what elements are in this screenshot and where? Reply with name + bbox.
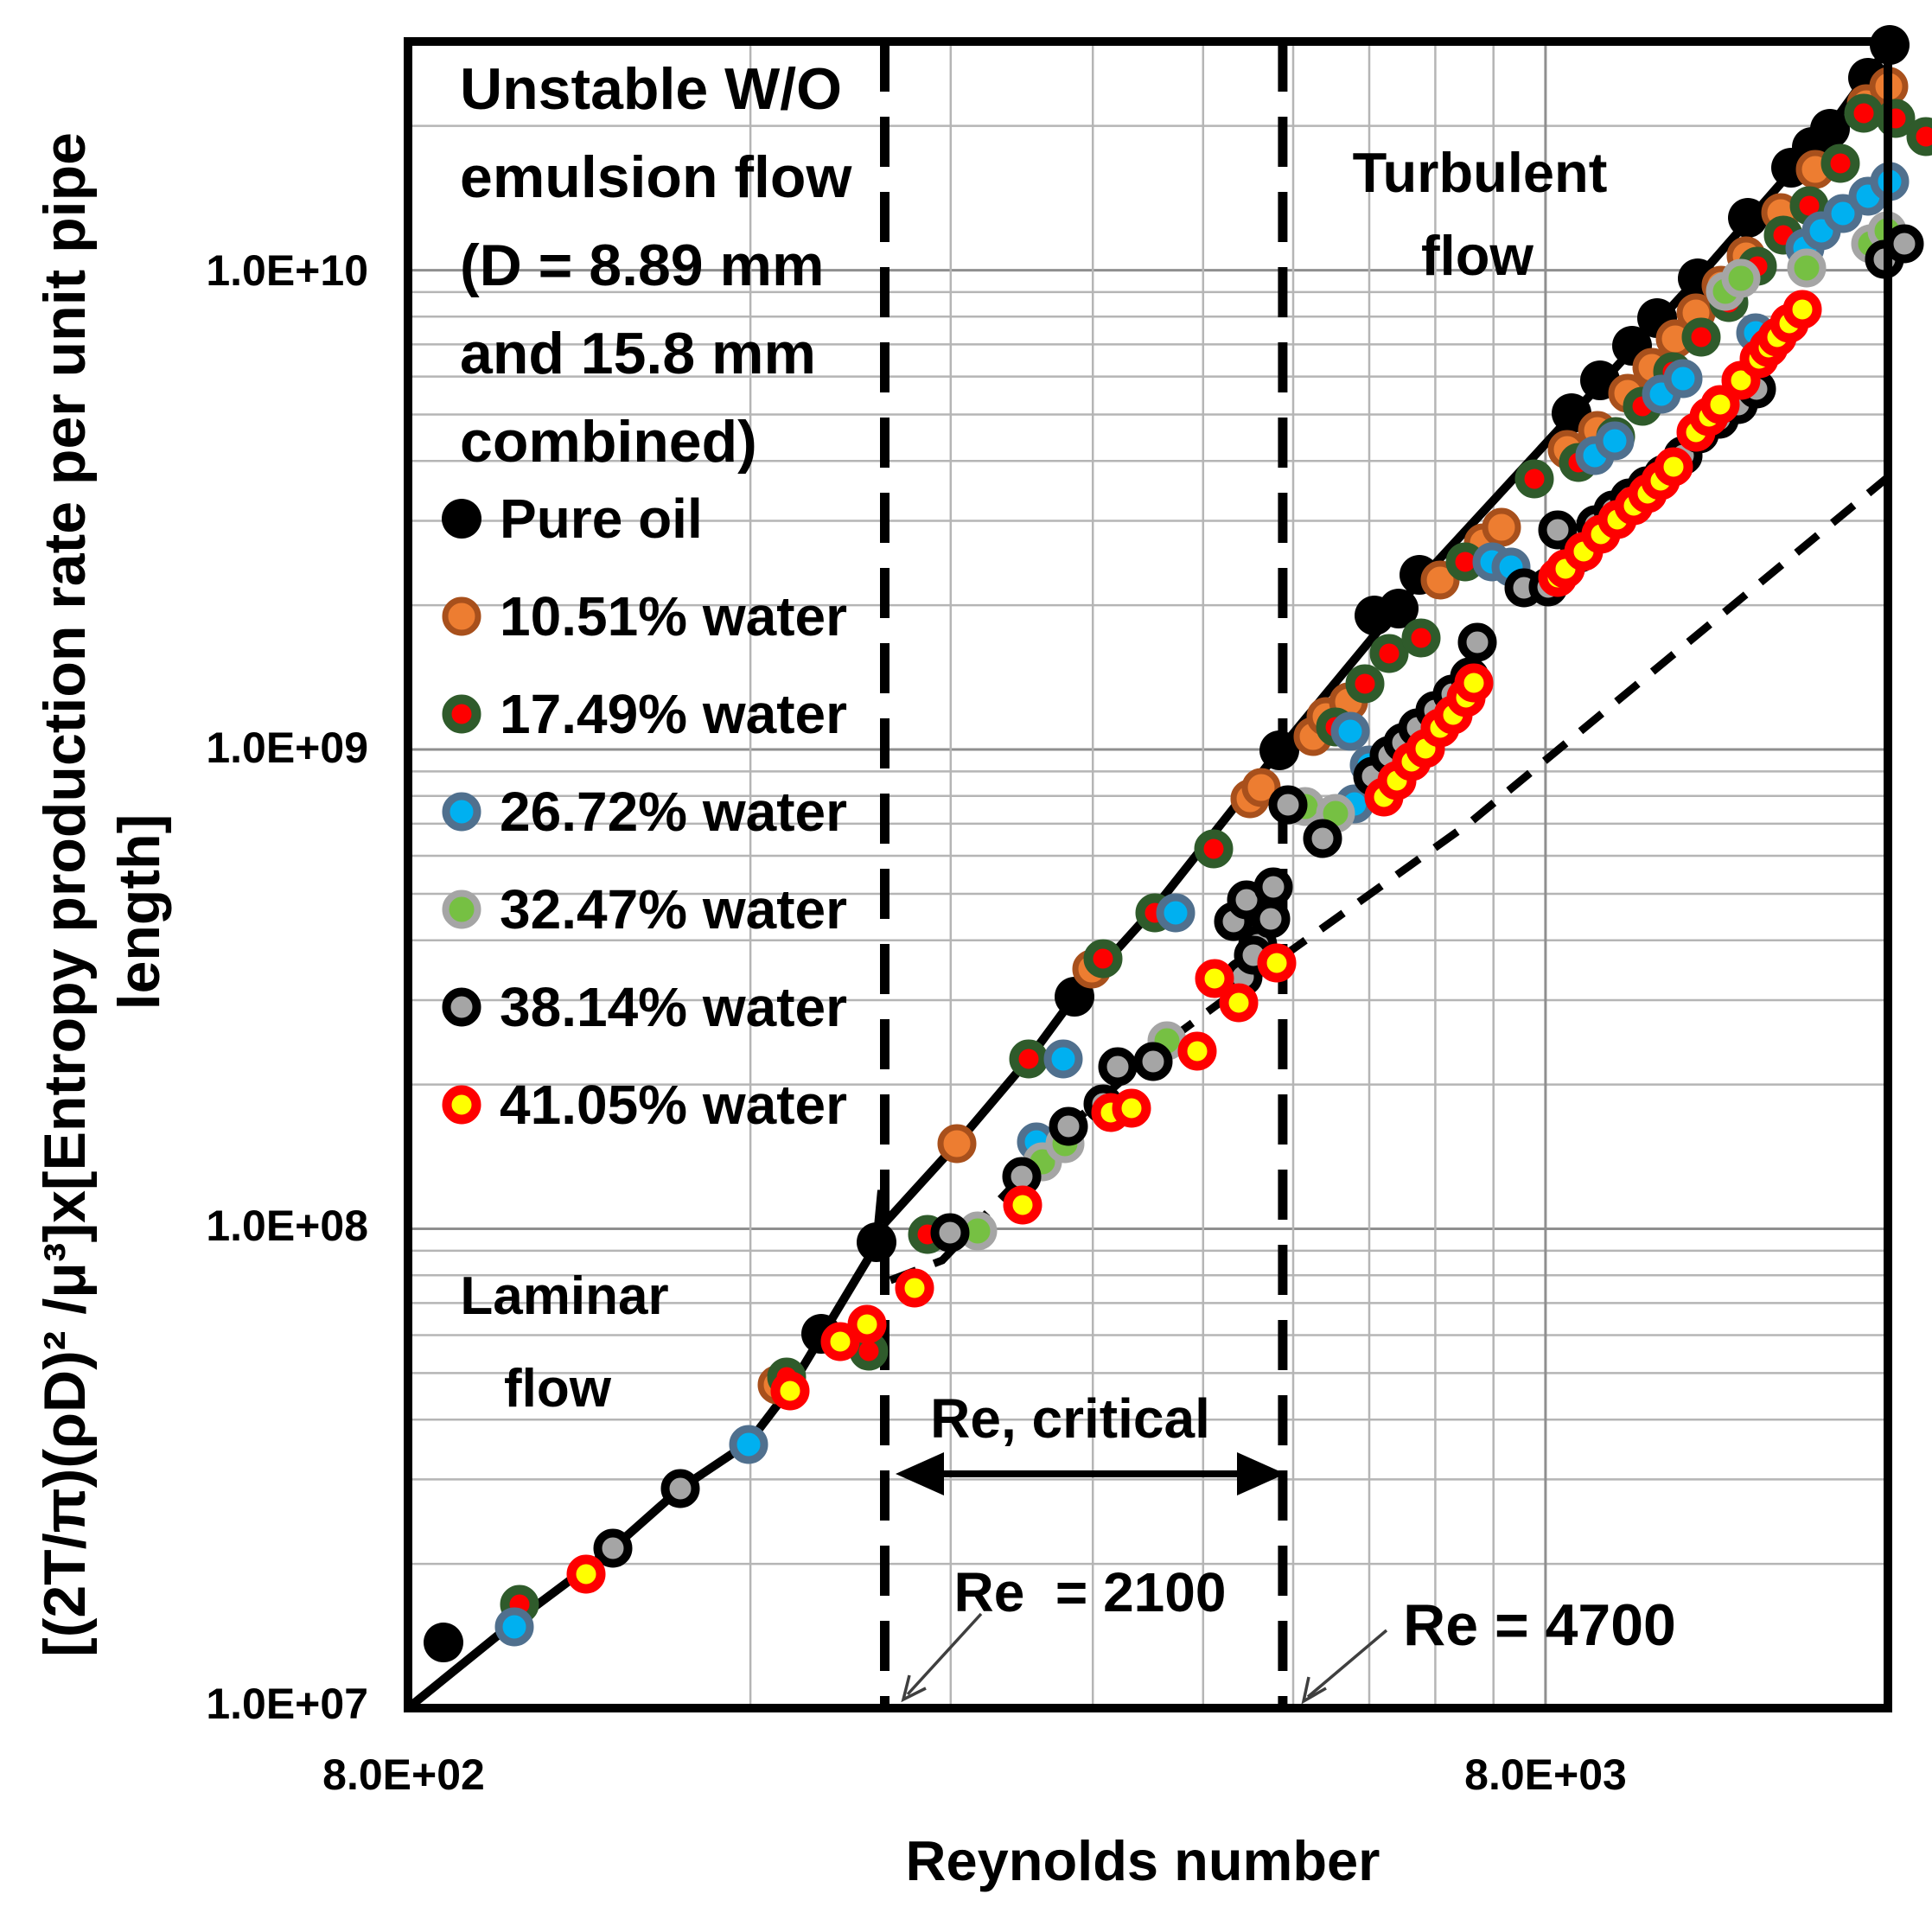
svg-text:(D = 8.89 mm: (D = 8.89 mm bbox=[460, 233, 824, 298]
svg-text:combined): combined) bbox=[460, 409, 757, 475]
svg-text:41.05% water: 41.05% water bbox=[500, 1074, 847, 1136]
svg-text:1.0E+09: 1.0E+09 bbox=[206, 724, 368, 772]
svg-text:flow: flow bbox=[504, 1359, 612, 1419]
svg-text:1.0E+10: 1.0E+10 bbox=[206, 246, 368, 295]
svg-text:Laminar: Laminar bbox=[460, 1266, 668, 1326]
svg-text:Unstable W/O: Unstable W/O bbox=[460, 56, 842, 122]
svg-text:[(2T/π)(ρD)² /μ³]x[Entropy pro: [(2T/π)(ρD)² /μ³]x[Entropy production ra… bbox=[32, 132, 98, 1657]
svg-text:Re = 2100: Re = 2100 bbox=[954, 1561, 1227, 1623]
svg-text:Pure oil: Pure oil bbox=[500, 488, 703, 550]
svg-text:1.0E+08: 1.0E+08 bbox=[206, 1202, 368, 1250]
svg-text:Turbulent: Turbulent bbox=[1353, 141, 1608, 204]
svg-text:flow: flow bbox=[1421, 224, 1533, 287]
svg-text:length]: length] bbox=[106, 814, 172, 1011]
svg-text:emulsion flow: emulsion flow bbox=[460, 144, 852, 210]
svg-text:Reynolds number: Reynolds number bbox=[906, 1829, 1380, 1892]
svg-text:and 15.8 mm: and 15.8 mm bbox=[460, 321, 816, 386]
svg-text:Re, critical: Re, critical bbox=[930, 1387, 1210, 1450]
svg-text:32.47% water: 32.47% water bbox=[500, 878, 847, 941]
svg-text:17.49% water: 17.49% water bbox=[500, 683, 847, 745]
svg-text:8.0E+03: 8.0E+03 bbox=[1464, 1750, 1627, 1799]
svg-text:Re = 4700: Re = 4700 bbox=[1403, 1592, 1676, 1658]
svg-text:38.14% water: 38.14% water bbox=[500, 976, 847, 1038]
svg-text:10.51% water: 10.51% water bbox=[500, 585, 847, 647]
svg-text:1.0E+07: 1.0E+07 bbox=[206, 1680, 368, 1728]
svg-text:26.72% water: 26.72% water bbox=[500, 781, 847, 843]
svg-text:8.0E+02: 8.0E+02 bbox=[322, 1750, 485, 1799]
